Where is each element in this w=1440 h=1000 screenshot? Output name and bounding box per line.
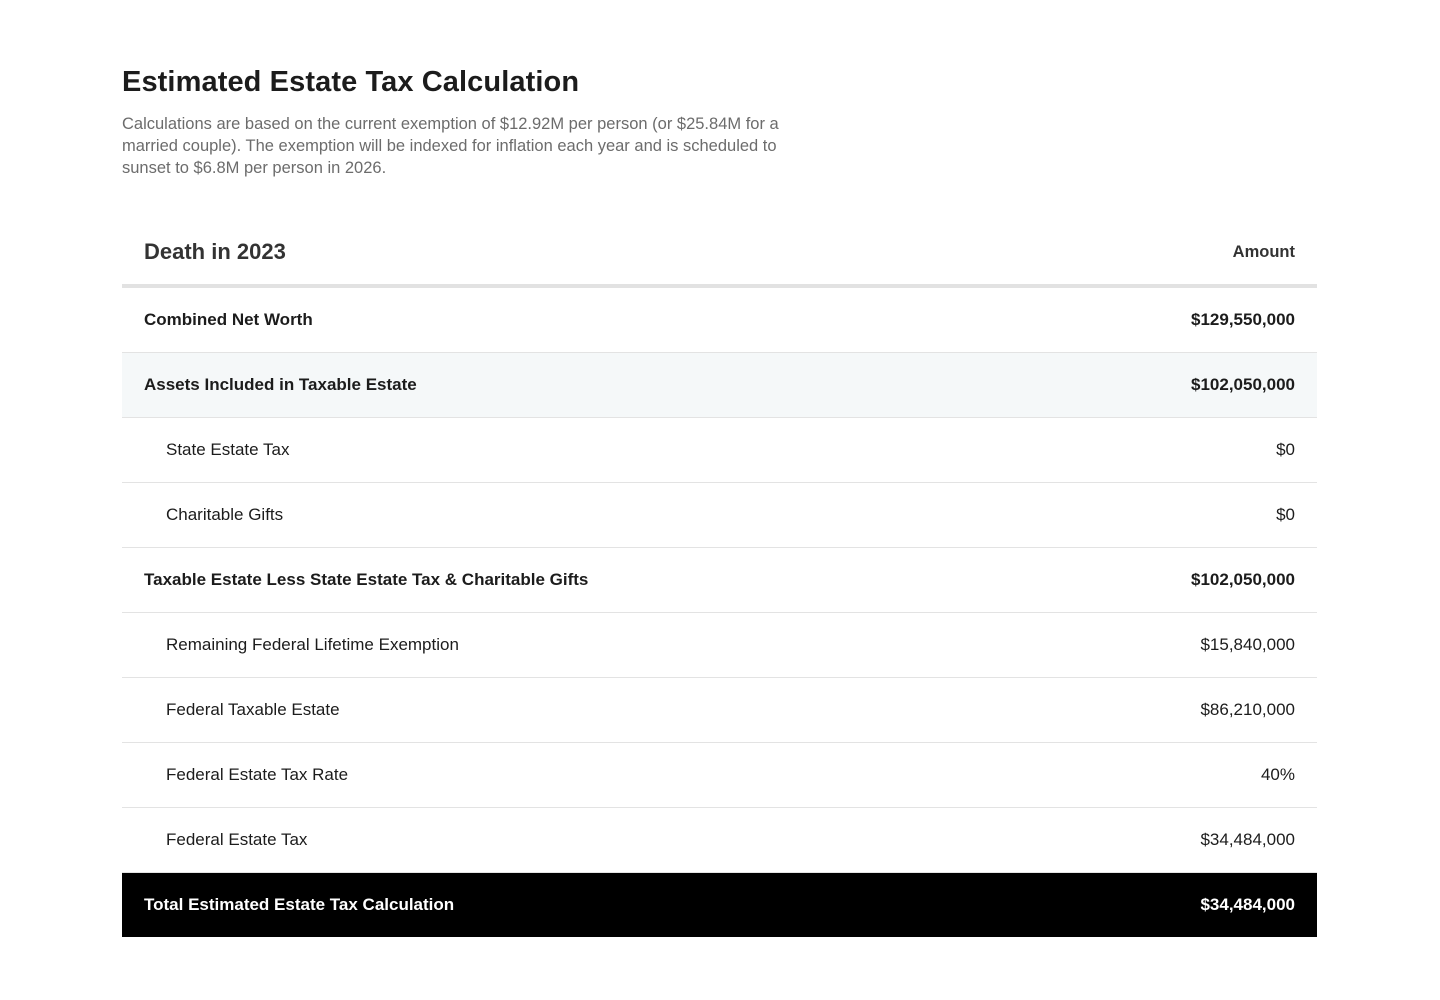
table-row-assets-included: Assets Included in Taxable Estate $102,0… [122, 353, 1317, 418]
table-row-state-estate-tax: State Estate Tax $0 [122, 418, 1317, 483]
row-amount: $34,484,000 [1200, 830, 1295, 849]
row-amount: $129,550,000 [1191, 310, 1295, 329]
row-label: Federal Estate Tax [166, 830, 308, 849]
total-amount: $34,484,000 [1200, 895, 1295, 914]
row-label: Federal Taxable Estate [166, 700, 340, 719]
row-label: Remaining Federal Lifetime Exemption [166, 635, 459, 654]
row-amount: $86,210,000 [1200, 700, 1295, 719]
row-label: Assets Included in Taxable Estate [144, 375, 417, 394]
table-header: Death in 2023 Amount [122, 220, 1317, 288]
row-label: Combined Net Worth [144, 310, 313, 329]
total-label: Total Estimated Estate Tax Calculation [144, 895, 455, 914]
table-row-federal-tax-rate: Federal Estate Tax Rate 40% [122, 743, 1317, 808]
table-row-charitable-gifts: Charitable Gifts $0 [122, 483, 1317, 548]
row-amount: $102,050,000 [1191, 375, 1295, 394]
row-label: State Estate Tax [166, 440, 290, 459]
table-row-total: Total Estimated Estate Tax Calculation $… [122, 873, 1317, 937]
row-amount: $0 [1276, 505, 1295, 524]
table-row-remaining-exemption: Remaining Federal Lifetime Exemption $15… [122, 613, 1317, 678]
table-row-federal-estate-tax: Federal Estate Tax $34,484,000 [122, 808, 1317, 873]
amount-column-header: Amount [1232, 242, 1295, 261]
row-label: Charitable Gifts [166, 505, 284, 524]
row-label: Federal Estate Tax Rate [166, 765, 349, 784]
section-title: Death in 2023 [144, 239, 286, 264]
table-row-federal-taxable-estate: Federal Taxable Estate $86,210,000 [122, 678, 1317, 743]
row-amount: $102,050,000 [1191, 570, 1295, 589]
table-row-taxable-estate-less: Taxable Estate Less State Estate Tax & C… [122, 548, 1317, 613]
page-description: Calculations are based on the current ex… [122, 115, 779, 177]
estate-tax-table: Death in 2023 Amount Combined Net Worth … [122, 220, 1317, 937]
page-title: Estimated Estate Tax Calculation [122, 66, 580, 98]
row-amount: 40% [1260, 765, 1295, 784]
row-amount: $15,840,000 [1200, 635, 1295, 654]
row-label: Taxable Estate Less State Estate Tax & C… [144, 570, 589, 589]
table-row-combined-net-worth: Combined Net Worth $129,550,000 [122, 288, 1317, 353]
row-amount: $0 [1276, 440, 1295, 459]
